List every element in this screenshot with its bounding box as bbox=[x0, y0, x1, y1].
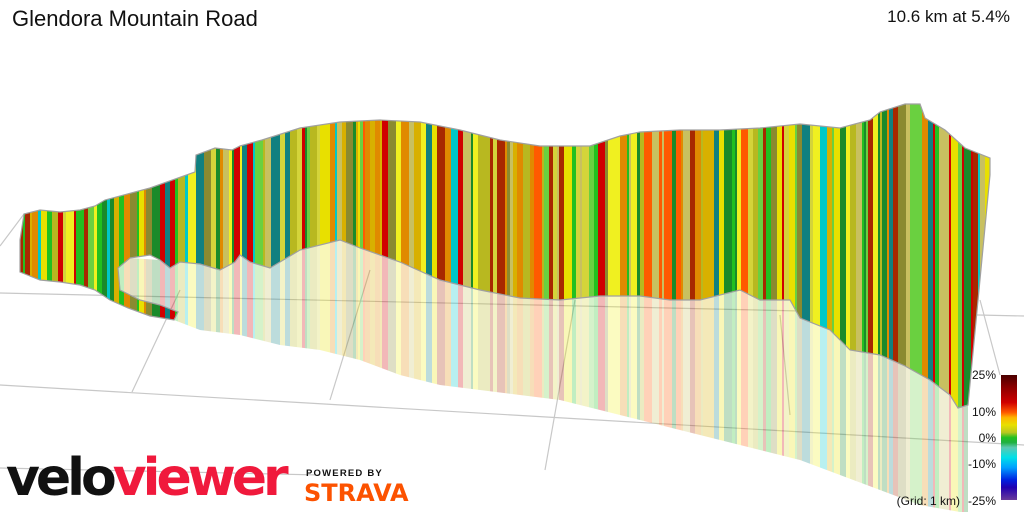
legend-label-0: 0% bbox=[978, 431, 996, 445]
route-summary: 10.6 km at 5.4% bbox=[887, 7, 1010, 26]
veloviewer-logo[interactable]: veloviewer bbox=[6, 452, 289, 504]
powered-by-label: POWERED BY bbox=[306, 468, 383, 479]
ground-grid bbox=[0, 213, 1024, 476]
grid-scale-note: (Grid: 1 km) bbox=[896, 494, 960, 508]
logo-velo: velo bbox=[6, 448, 117, 508]
strava-logo[interactable]: STRAVA bbox=[304, 479, 409, 507]
legend-label-10: 10% bbox=[971, 405, 996, 419]
legend-label-minus10: -10% bbox=[967, 457, 996, 471]
route-title: Glendora Mountain Road bbox=[12, 6, 258, 31]
legend-label-25: 25% bbox=[971, 368, 996, 382]
legend-label-minus25: -25% bbox=[967, 494, 996, 508]
logo-viewer: viewer bbox=[112, 448, 289, 508]
gradient-color-scale bbox=[1001, 375, 1017, 500]
